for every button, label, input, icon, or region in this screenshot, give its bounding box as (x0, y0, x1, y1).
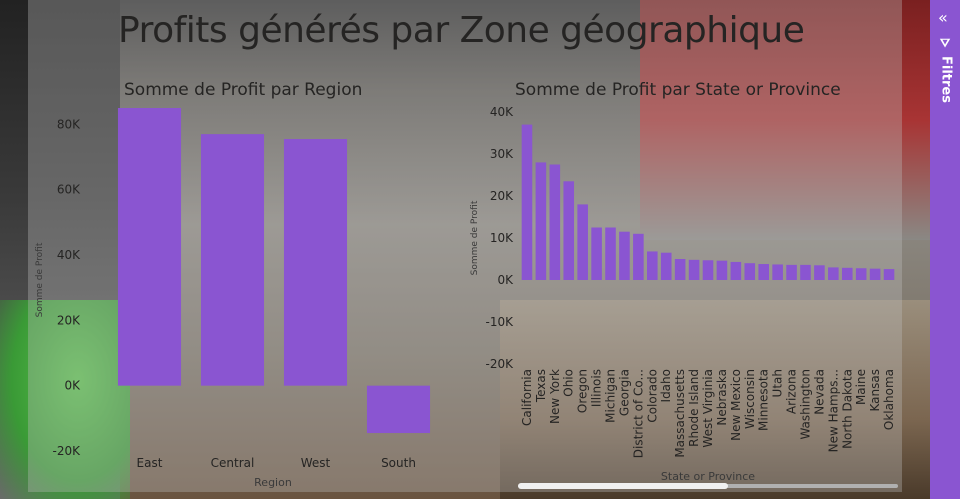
filters-pane-toggle[interactable]: ⛛ Filtres (931, 38, 960, 103)
y-tick-label: -20K (53, 444, 82, 458)
x-axis-title: State or Province (661, 470, 755, 483)
page-title: Profits générés par Zone géographique (118, 10, 805, 51)
y-tick-label: 60K (57, 183, 81, 197)
scrollbar-thumb[interactable] (518, 483, 728, 489)
y-tick-label: 0K (64, 379, 81, 393)
bar (521, 124, 533, 280)
x-tick-label: Arizona (785, 369, 799, 414)
y-axis-title: Somme de Profit (35, 242, 45, 317)
bar (841, 267, 853, 280)
bar (591, 227, 602, 280)
x-tick-label: Oregon (576, 369, 590, 413)
y-tick-label: -20K (486, 357, 515, 371)
x-tick-label: Minnesota (757, 369, 771, 431)
bar (549, 164, 561, 280)
y-tick-label: 40K (57, 248, 81, 262)
y-tick-label: 40K (490, 105, 514, 119)
x-tick-label: Kansas (868, 369, 882, 411)
background-green-object (0, 300, 130, 499)
bar (744, 263, 756, 280)
x-tick-label: Wisconsin (743, 369, 757, 429)
y-axis-title: Somme de Profit (470, 200, 480, 275)
bar (828, 267, 839, 280)
state-chart-title: Somme de Profit par State or Province (515, 80, 841, 100)
bar (117, 108, 182, 386)
region-chart-title: Somme de Profit par Region (124, 80, 363, 100)
x-tick-label: Oklahoma (882, 369, 896, 430)
x-tick-label: New Hamps... (826, 369, 840, 452)
funnel-icon: ⛛ (939, 38, 953, 50)
x-tick-label: Utah (771, 369, 785, 397)
y-tick-label: -10K (486, 315, 515, 329)
x-tick-label: Central (211, 456, 255, 470)
bar (883, 269, 895, 280)
bar (674, 259, 686, 280)
bar (366, 385, 431, 434)
bar (758, 264, 769, 280)
bar (633, 233, 644, 280)
bar (200, 134, 265, 386)
bar (535, 162, 547, 280)
x-tick-label: North Dakota (840, 369, 854, 449)
double-chevron-left-icon[interactable]: « (938, 8, 948, 27)
bar (716, 260, 728, 280)
bar (814, 265, 825, 280)
x-tick-label: New Mexico (729, 369, 743, 441)
bar (605, 227, 616, 280)
x-tick-label: Georgia (617, 369, 631, 416)
filters-label: Filtres (938, 56, 954, 103)
x-tick-label: Idaho (659, 369, 673, 402)
x-tick-label: District of Co... (631, 369, 645, 458)
x-tick-label: New York (548, 369, 562, 424)
x-tick-label: Illinois (590, 369, 604, 407)
bar (577, 204, 588, 280)
y-tick-label: 20K (57, 313, 81, 327)
y-tick-label: 0K (497, 273, 514, 287)
filters-pane[interactable] (930, 0, 960, 499)
y-tick-label: 20K (490, 189, 514, 203)
background-table (500, 300, 930, 499)
x-tick-label: East (137, 456, 163, 470)
bar (869, 268, 881, 280)
bar (619, 231, 630, 280)
x-tick-label: South (381, 456, 416, 470)
bar (855, 268, 867, 280)
x-tick-label: Ohio (562, 369, 576, 397)
x-tick-label: Maine (854, 369, 868, 405)
x-tick-label: California (520, 369, 534, 426)
background-red-chairs (640, 0, 930, 240)
bar (800, 264, 811, 280)
bar (786, 264, 797, 280)
x-tick-label: Rhode Island (687, 369, 701, 447)
y-tick-label: 30K (490, 147, 514, 161)
x-tick-label: West (301, 456, 331, 470)
x-tick-label: West Virginia (701, 369, 715, 448)
x-tick-label: Texas (534, 369, 548, 403)
x-tick-label: Nevada (812, 369, 826, 415)
bar (702, 260, 714, 280)
x-tick-label: Michigan (604, 369, 618, 423)
bar (688, 259, 700, 280)
x-tick-label: Colorado (645, 369, 659, 423)
y-tick-label: 10K (490, 231, 514, 245)
bar (772, 264, 783, 280)
x-tick-label: Nebraska (715, 369, 729, 426)
bar (563, 181, 575, 280)
bar (730, 261, 742, 280)
y-tick-label: 80K (57, 117, 81, 131)
bar (660, 252, 672, 280)
x-axis-title: Region (254, 476, 292, 489)
bar (283, 139, 348, 386)
bar (647, 251, 658, 280)
x-tick-label: Washington (798, 369, 812, 440)
x-tick-label: Massachusetts (673, 369, 687, 458)
